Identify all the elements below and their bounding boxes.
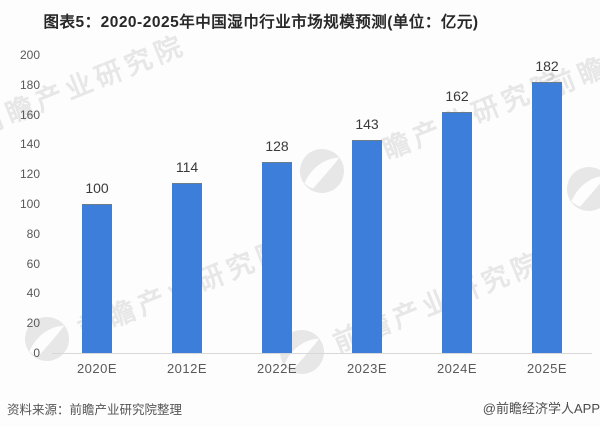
watermark: 前瞻产业研究院 — [559, 71, 600, 223]
y-axis-tick-label: 100 — [19, 197, 40, 211]
bar-value-label: 114 — [175, 159, 199, 176]
y-axis-tick-label: 160 — [19, 107, 40, 122]
x-axis-category-label: 2022E — [256, 361, 298, 376]
y-axis-tick-label: 80 — [26, 226, 40, 241]
x-axis-category-label: 2012E — [166, 361, 208, 376]
chart-title: 图表5：2020-2025年中国湿巾行业市场规模预测(单位：亿元) — [43, 14, 479, 31]
x-axis-line — [52, 353, 592, 354]
y-axis-tick-label: 40 — [26, 286, 40, 301]
bar-value-label: 100 — [85, 180, 109, 196]
footer-source: 资料来源：前瞻产业研究院整理 — [7, 403, 183, 417]
x-axis-category-label: 2023E — [346, 361, 388, 376]
bar-2022E — [262, 162, 292, 354]
footer-credit: @前瞻经济学人APP — [482, 401, 600, 416]
x-axis-category-label: 2020E — [76, 361, 118, 376]
bar-value-label: 162 — [445, 87, 469, 104]
x-axis-category-label: 2025E — [526, 361, 568, 376]
bar-2023E — [352, 139, 382, 354]
y-axis-tick-label: 60 — [26, 256, 40, 271]
y-axis-tick-label: 140 — [19, 137, 40, 152]
bar-2020E — [82, 204, 112, 354]
bar-value-label: 128 — [265, 138, 289, 155]
bar-value-label: 182 — [535, 57, 559, 74]
watermark: 前瞻产业研究院 — [17, 221, 296, 373]
bar-2025E — [532, 81, 562, 354]
y-axis-tick-label: 200 — [19, 48, 40, 62]
watermark: 前瞻产业研究院 — [292, 53, 571, 205]
y-axis-tick-label: 0 — [33, 346, 40, 360]
qianzhan-logo-icon — [559, 159, 600, 224]
bar-2012E — [172, 183, 202, 354]
bar-value-label: 143 — [355, 115, 379, 132]
y-axis-tick-label: 180 — [19, 77, 40, 92]
y-axis-tick-label: 20 — [26, 316, 40, 331]
y-axis-tick-label: 120 — [19, 167, 40, 182]
x-axis-category-label: 2024E — [436, 361, 478, 376]
bar-2024E — [442, 111, 472, 354]
